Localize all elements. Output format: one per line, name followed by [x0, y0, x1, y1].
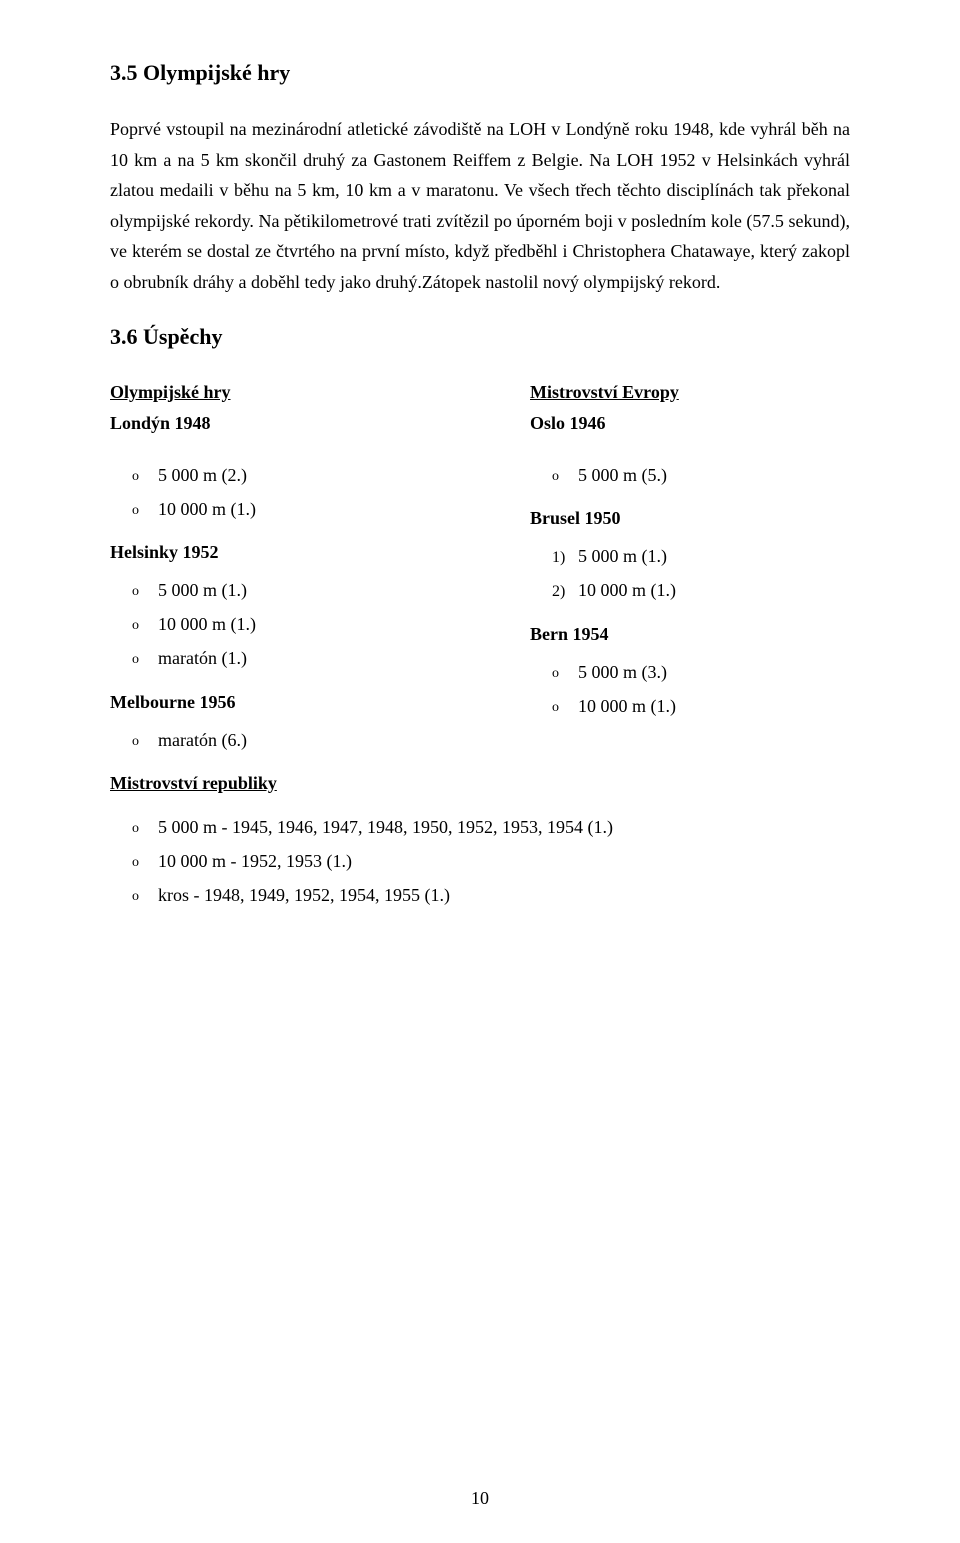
list-item: 5 000 m - 1945, 1946, 1947, 1948, 1950, …: [158, 810, 850, 844]
page-number: 10: [0, 1488, 960, 1509]
list-item: kros - 1948, 1949, 1952, 1954, 1955 (1.): [158, 878, 850, 912]
list-item: 10 000 m (1.): [158, 607, 430, 641]
list-item: 10 000 m (1.): [158, 492, 430, 526]
title-european-championship: Mistrovství Evropy: [530, 382, 850, 403]
list-item: 10 000 m (1.): [578, 573, 850, 607]
list-helsinki-1952: 5 000 m (1.) 10 000 m (1.) maratón (1.): [110, 573, 430, 676]
title-bern-1954: Bern 1954: [530, 624, 850, 645]
list-brussels-1950: 5 000 m (1.) 10 000 m (1.): [530, 539, 850, 608]
title-helsinki-1952: Helsinky 1952: [110, 542, 430, 563]
list-item: 5 000 m (2.): [158, 458, 430, 492]
achievements-right-column: Mistrovství Evropy Oslo 1946 5 000 m (5.…: [530, 378, 850, 804]
list-item: 10 000 m (1.): [578, 689, 850, 723]
list-item: 10 000 m - 1952, 1953 (1.): [158, 844, 850, 878]
list-london-1948: 5 000 m (2.) 10 000 m (1.): [110, 458, 430, 526]
title-melbourne-1956: Melbourne 1956: [110, 692, 430, 713]
list-item: maratón (1.): [158, 641, 430, 675]
list-oslo-1946: 5 000 m (5.): [530, 458, 850, 492]
heading-olympic-games: 3.5 Olympijské hry: [110, 60, 850, 86]
list-national-championship: 5 000 m - 1945, 1946, 1947, 1948, 1950, …: [110, 810, 850, 913]
list-melbourne-1956: maratón (6.): [110, 723, 430, 757]
title-london-1948: Londýn 1948: [110, 413, 430, 434]
title-national-championship: Mistrovství republiky: [110, 773, 430, 794]
list-item: maratón (6.): [158, 723, 430, 757]
list-item: 5 000 m (3.): [578, 655, 850, 689]
title-oslo-1946: Oslo 1946: [530, 413, 850, 434]
list-item: 5 000 m (5.): [578, 458, 850, 492]
list-item: 5 000 m (1.): [578, 539, 850, 573]
title-olympic-games: Olympijské hry: [110, 382, 430, 403]
achievements-left-column: Olympijské hry Londýn 1948 5 000 m (2.) …: [110, 378, 430, 804]
title-brussels-1950: Brusel 1950: [530, 508, 850, 529]
heading-achievements: 3.6 Úspěchy: [110, 324, 850, 350]
list-item: 5 000 m (1.): [158, 573, 430, 607]
list-bern-1954: 5 000 m (3.) 10 000 m (1.): [530, 655, 850, 723]
paragraph-olympic-history: Poprvé vstoupil na mezinárodní atletické…: [110, 114, 850, 298]
